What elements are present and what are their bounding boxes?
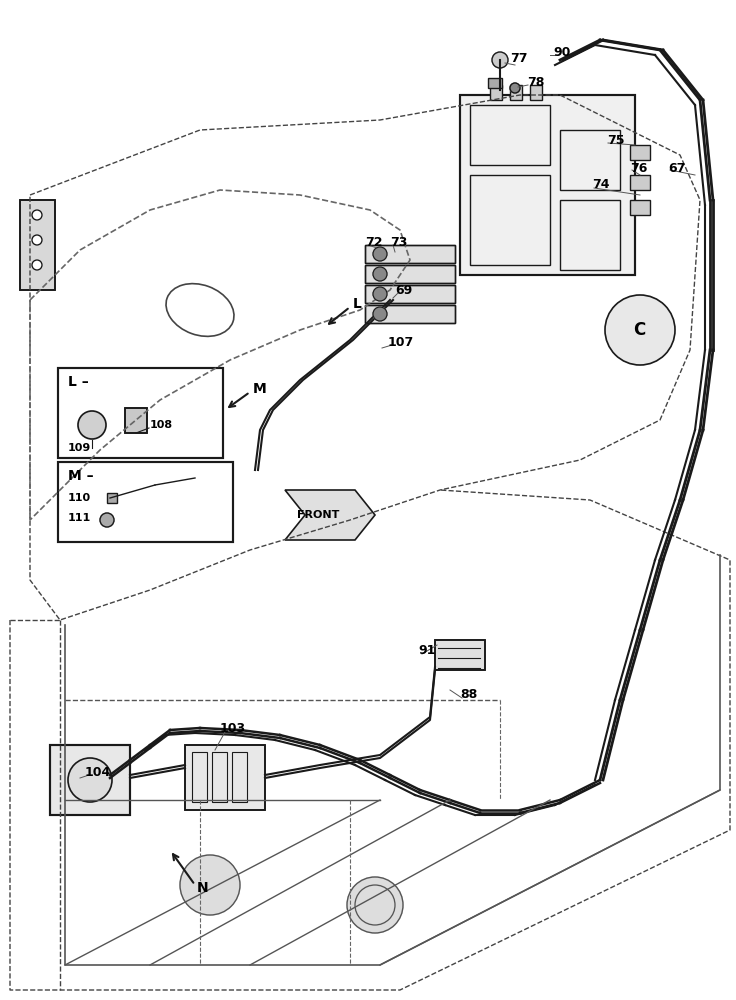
Bar [510, 85, 522, 100]
Bar [365, 265, 455, 283]
Bar [232, 752, 247, 802]
Bar [192, 752, 207, 802]
Bar [365, 245, 455, 263]
Circle shape [373, 247, 387, 261]
Text: 77: 77 [510, 51, 528, 64]
Bar [365, 285, 455, 303]
Bar [470, 105, 550, 165]
Text: L: L [353, 297, 362, 311]
Text: 76: 76 [630, 161, 648, 174]
Bar [460, 95, 635, 275]
Text: 72: 72 [365, 235, 383, 248]
Bar [50, 745, 130, 815]
Text: 91: 91 [418, 644, 436, 656]
Text: 69: 69 [395, 284, 412, 296]
Circle shape [605, 295, 675, 365]
Bar [58, 368, 223, 458]
Text: M: M [253, 382, 266, 396]
Circle shape [347, 877, 403, 933]
Text: 107: 107 [388, 336, 414, 349]
Circle shape [32, 210, 42, 220]
Text: 111: 111 [68, 513, 91, 523]
Text: 88: 88 [460, 688, 477, 702]
Bar [630, 145, 650, 160]
Bar [365, 305, 455, 323]
Bar [560, 200, 620, 270]
Bar [488, 78, 502, 88]
Bar [20, 200, 55, 290]
Circle shape [373, 307, 387, 321]
Bar [365, 245, 455, 263]
Bar [470, 175, 550, 265]
Bar [212, 752, 227, 802]
Bar [435, 640, 485, 670]
Text: 75: 75 [607, 133, 625, 146]
Text: L –: L – [68, 375, 89, 389]
Bar [125, 408, 147, 433]
Circle shape [32, 235, 42, 245]
Circle shape [100, 513, 114, 527]
Text: N: N [197, 881, 208, 895]
Circle shape [373, 267, 387, 281]
Bar [58, 462, 233, 542]
Text: 103: 103 [220, 722, 246, 734]
Bar [365, 305, 455, 323]
Circle shape [492, 52, 508, 68]
Text: 67: 67 [668, 161, 685, 174]
Circle shape [68, 758, 112, 802]
Bar [560, 130, 620, 190]
Bar [20, 200, 55, 290]
Bar [365, 265, 455, 283]
Text: 109: 109 [68, 443, 91, 453]
Text: FRONT: FRONT [297, 510, 339, 520]
Bar [58, 368, 223, 458]
Text: 108: 108 [150, 420, 173, 430]
Bar [185, 745, 265, 810]
Bar [125, 408, 147, 433]
Bar [630, 200, 650, 215]
Text: M –: M – [68, 469, 93, 483]
Bar [490, 85, 502, 100]
Bar [107, 493, 117, 503]
Bar [530, 85, 542, 100]
Polygon shape [285, 490, 375, 540]
Text: 90: 90 [553, 45, 570, 58]
Text: 73: 73 [390, 235, 407, 248]
Text: 110: 110 [68, 493, 91, 503]
Text: 104: 104 [85, 766, 111, 778]
Bar [50, 745, 130, 815]
Text: 78: 78 [527, 76, 545, 89]
Text: 74: 74 [592, 178, 609, 192]
Bar [185, 745, 265, 810]
Bar [58, 462, 233, 542]
Circle shape [510, 83, 520, 93]
Bar [435, 640, 485, 670]
Circle shape [32, 260, 42, 270]
Circle shape [373, 287, 387, 301]
Circle shape [78, 411, 106, 439]
Bar [630, 175, 650, 190]
Bar [365, 285, 455, 303]
Circle shape [180, 855, 240, 915]
Text: C: C [633, 321, 645, 339]
Bar [460, 95, 635, 275]
